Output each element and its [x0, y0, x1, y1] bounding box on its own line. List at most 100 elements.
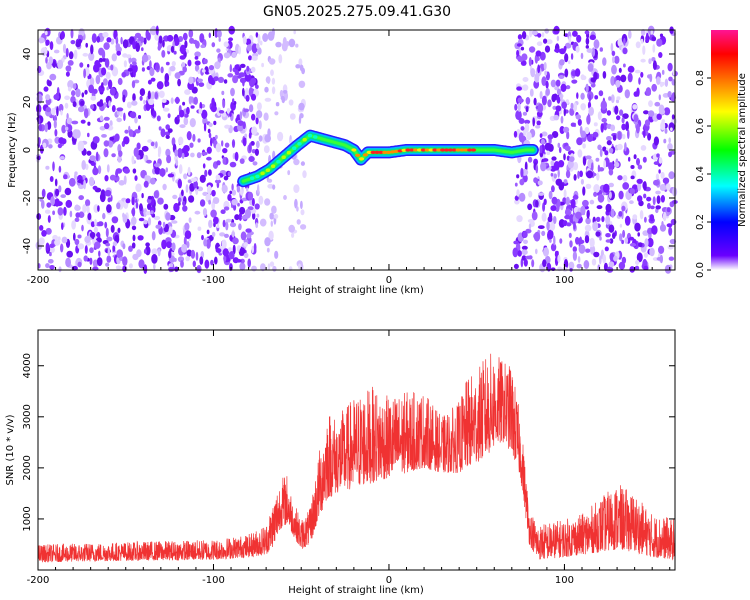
noise-speck: [572, 251, 578, 261]
noise-speck: [163, 107, 170, 112]
noise-speck: [668, 256, 675, 261]
noise-speck: [665, 183, 671, 191]
noise-speck: [575, 211, 582, 219]
noise-speck: [612, 134, 617, 141]
noise-speck: [102, 212, 106, 220]
noise-speck: [126, 101, 132, 109]
noise-speck: [131, 216, 137, 225]
noise-speck: [197, 186, 204, 192]
noise-speck: [604, 246, 609, 252]
noise-speck: [91, 232, 95, 240]
noise-speck: [577, 149, 583, 158]
noise-speck: [551, 185, 555, 193]
noise-speck: [530, 68, 536, 78]
noise-speck: [550, 205, 557, 212]
noise-speck: [254, 203, 260, 210]
ridge-peak: [463, 148, 469, 152]
noise-speck: [600, 123, 604, 133]
noise-speck: [566, 222, 572, 227]
noise-speck: [648, 100, 653, 107]
noise-speck: [170, 263, 173, 268]
noise-speck: [248, 55, 252, 61]
noise-speck: [242, 137, 247, 147]
noise-speck: [166, 241, 173, 249]
noise-speck: [656, 38, 663, 47]
noise-speck: [576, 34, 582, 43]
noise-speck: [263, 145, 270, 154]
noise-speck: [242, 121, 246, 130]
y-tick-label: 4000: [22, 353, 33, 378]
noise-speck: [75, 41, 81, 48]
noise-speck: [274, 250, 279, 259]
noise-speck: [568, 232, 572, 238]
noise-speck: [116, 249, 123, 259]
noise-speck: [44, 30, 48, 36]
ridge-peak: [447, 148, 453, 152]
noise-speck: [569, 156, 575, 163]
noise-speck: [622, 182, 630, 190]
noise-speck: [543, 38, 548, 44]
noise-speck: [573, 221, 576, 230]
noise-speck: [255, 222, 259, 229]
noise-speck: [49, 251, 52, 257]
noise-speck: [623, 63, 626, 68]
noise-speck: [90, 104, 95, 110]
noise-speck: [194, 64, 200, 72]
noise-speck: [575, 236, 580, 245]
noise-speck: [527, 219, 535, 223]
noise-speck: [78, 106, 85, 113]
noise-speck: [134, 116, 138, 124]
noise-speck: [516, 215, 523, 223]
noise-speck: [225, 218, 232, 223]
ridge-peak: [440, 148, 446, 152]
noise-speck: [262, 33, 269, 42]
noise-speck: [101, 134, 107, 138]
noise-speck: [522, 111, 528, 116]
noise-speck: [184, 40, 188, 49]
noise-speck: [603, 183, 610, 193]
noise-speck: [104, 58, 110, 68]
noise-speck: [524, 161, 528, 172]
ridge-blob: [255, 174, 260, 179]
noise-speck: [39, 144, 44, 154]
noise-speck: [300, 224, 307, 230]
noise-speck: [256, 213, 260, 218]
ridge-peak: [451, 148, 457, 152]
noise-speck: [45, 165, 50, 170]
noise-speck: [36, 213, 42, 220]
noise-speck: [606, 140, 612, 146]
noise-speck: [565, 170, 571, 179]
ridge-peak: [386, 150, 392, 154]
noise-speck: [85, 199, 91, 207]
noise-speck: [271, 27, 275, 38]
noise-speck: [236, 259, 242, 263]
noise-speck: [615, 99, 620, 104]
colorbar-label: Normalized spectral amplitude: [737, 73, 748, 227]
y-tick-label: -40: [22, 238, 33, 254]
noise-speck: [196, 152, 202, 159]
noise-speck: [563, 126, 570, 133]
noise-speck: [94, 218, 97, 227]
noise-speck: [538, 192, 545, 196]
noise-speck: [215, 143, 222, 153]
noise-speck: [83, 68, 86, 79]
noise-speck: [586, 170, 594, 179]
noise-speck: [537, 225, 545, 230]
noise-speck: [541, 32, 545, 38]
noise-speck: [204, 169, 208, 177]
noise-speck: [640, 38, 644, 44]
noise-speck: [131, 63, 138, 74]
noise-speck: [625, 121, 629, 132]
noise-speck: [61, 124, 67, 134]
noise-speck: [670, 127, 673, 132]
noise-speck: [92, 88, 98, 94]
noise-speck: [666, 207, 671, 213]
noise-speck: [203, 239, 208, 247]
noise-speck: [632, 214, 638, 220]
noise-speck: [242, 78, 245, 87]
noise-speck: [589, 199, 595, 205]
noise-speck: [664, 78, 669, 88]
colorbar: 0.0 0.2 0.4 0.6 0.8 Normalized spectral ampl…: [695, 30, 748, 278]
noise-speck: [132, 40, 137, 50]
noise-speck: [528, 46, 536, 53]
